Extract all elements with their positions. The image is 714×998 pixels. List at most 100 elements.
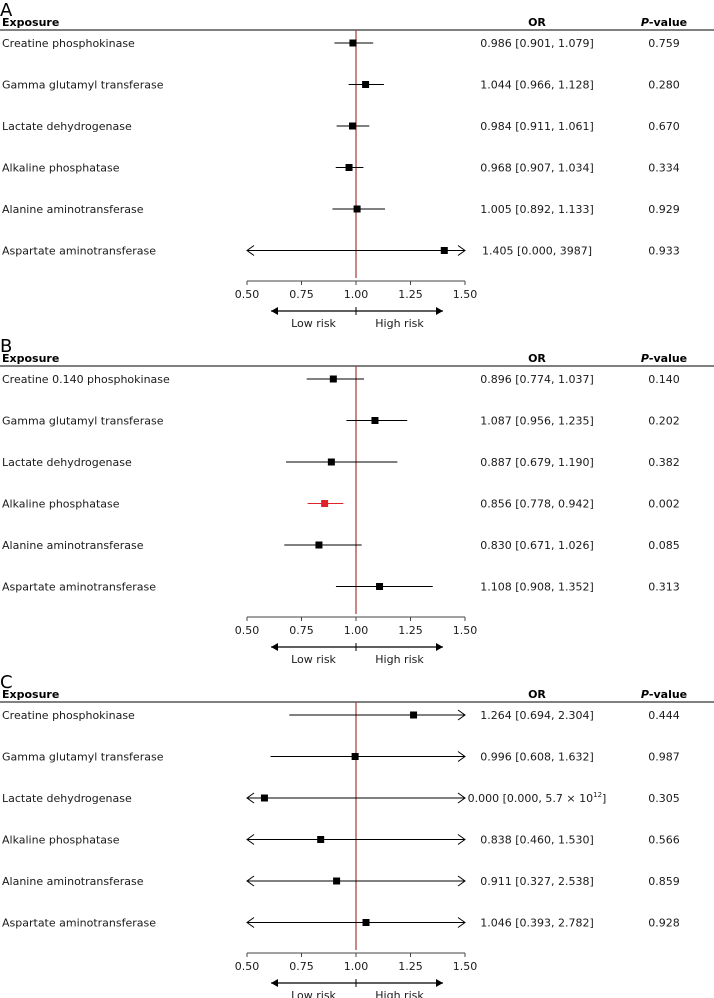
low-risk-label: Low risk — [291, 989, 336, 998]
panel-label: A — [0, 0, 13, 21]
or-text: 0.968 [0.907, 1.034] — [480, 162, 594, 175]
or-text: 1.044 [0.966, 1.128] — [480, 79, 594, 92]
point-estimate — [329, 375, 337, 383]
exposure-label: Creatine phosphokinase — [2, 709, 135, 722]
ci-arrow-right — [457, 751, 466, 762]
or-value: 1.044 [0.966, 1.128] — [480, 79, 594, 92]
header-or: OR — [528, 16, 546, 29]
table-row: Creatine 0.140 phosphokinase 0.896 [0.774… — [2, 373, 680, 386]
point-estimate — [362, 81, 370, 88]
ci-arrow-left — [246, 792, 255, 804]
header-exposure: Exposure — [2, 688, 59, 701]
header-p-value: P-value — [641, 16, 687, 29]
or-value: 0.838 [0.460, 1.530] — [480, 834, 594, 847]
exposure-label: Gamma glutamyl transferase — [2, 415, 164, 428]
or-value: 0.996 [0.608, 1.632] — [480, 751, 594, 764]
header-p-italic: P — [641, 688, 649, 701]
ci-arrow-left — [246, 875, 255, 887]
or-value: 0.830 [0.671, 1.026] — [480, 539, 594, 552]
point-estimate — [410, 711, 418, 719]
exposure-label: Lactate dehydrogenase — [2, 120, 132, 133]
or-text: 0.984 [0.911, 1.061] — [480, 120, 594, 133]
ci-arrow-right — [457, 834, 466, 845]
table-row: Gamma glutamyl transferase 1.044 [0.966, … — [2, 79, 680, 92]
point-estimate — [349, 122, 357, 130]
header-p-italic: P — [641, 352, 649, 365]
x-tick-label: 1.25 — [398, 288, 423, 301]
or-text: 0.911 [0.327, 2.538] — [480, 875, 594, 888]
exposure-label: Alanine aminotransferase — [2, 875, 144, 888]
ci-arrow-right — [457, 709, 466, 721]
or-text: 0.986 [0.901, 1.079] — [480, 37, 594, 50]
or-text: 0.856 [0.778, 0.942] — [480, 498, 594, 511]
header-or: OR — [528, 352, 546, 365]
or-value: 0.986 [0.901, 1.079] — [480, 37, 594, 50]
or-value: 0.984 [0.911, 1.061] — [480, 120, 594, 133]
table-row: Aspartate aminotransferase 1.108 [0.908, … — [2, 581, 680, 594]
header-p-italic: P — [641, 16, 649, 29]
table-row: Lactate dehydrogenase 0.887 [0.679, 1.190… — [2, 456, 680, 469]
low-risk-label: Low risk — [291, 317, 336, 330]
ci-arrow-right — [457, 917, 466, 928]
point-estimate — [260, 794, 268, 802]
point-estimate — [333, 877, 341, 885]
table-row: Alanine aminotransferase 1.005 [0.892, 1.… — [2, 203, 680, 216]
p-value: 0.859 — [648, 875, 680, 888]
x-tick-label: 1.50 — [453, 960, 478, 973]
point-estimate — [353, 205, 361, 213]
x-tick-label: 1.00 — [344, 624, 369, 637]
exposure-label: Lactate dehydrogenase — [2, 456, 132, 469]
x-tick-label: 1.00 — [344, 960, 369, 973]
p-value: 0.382 — [648, 456, 680, 469]
p-value: 0.334 — [648, 162, 680, 175]
table-row: Alkaline phosphatase 0.968 [0.907, 1.034]… — [2, 162, 680, 175]
or-text: 0.887 [0.679, 1.190] — [480, 456, 594, 469]
x-tick-label: 1.25 — [398, 624, 423, 637]
point-estimate — [376, 583, 384, 590]
header-p-suffix: -value — [649, 16, 687, 29]
p-value: 0.002 — [648, 498, 680, 511]
ci-arrow-left — [246, 834, 255, 845]
table-row: Creatine phosphokinase 0.986 [0.901, 1.07… — [2, 37, 680, 50]
point-estimate — [321, 500, 329, 507]
or-exponent: 12 — [593, 791, 602, 799]
p-value: 0.444 — [648, 709, 680, 722]
ci-arrow-left — [246, 245, 255, 256]
x-tick-label: 1.25 — [398, 960, 423, 973]
x-tick-label: 0.50 — [235, 960, 260, 973]
exposure-label: Creatine 0.140 phosphokinase — [2, 373, 170, 386]
p-value: 0.305 — [648, 792, 680, 805]
exposure-label: Lactate dehydrogenase — [2, 792, 132, 805]
x-tick-label: 0.75 — [289, 288, 314, 301]
or-text: 1.264 [0.694, 2.304] — [480, 709, 594, 722]
header-p-suffix: -value — [649, 688, 687, 701]
high-risk-label: High risk — [375, 989, 424, 998]
exposure-label: Creatine phosphokinase — [2, 37, 135, 50]
direction-arrow-right — [436, 307, 443, 315]
header-p-value: P-value — [641, 352, 687, 365]
direction-arrow-left — [271, 307, 278, 315]
or-value: 1.087 [0.956, 1.235] — [480, 415, 594, 428]
exposure-label: Alanine aminotransferase — [2, 539, 144, 552]
exposure-label: Alkaline phosphatase — [2, 162, 120, 175]
direction-arrow-left — [271, 643, 278, 651]
table-row: Lactate dehydrogenase 0.000 [0.000, 5.7 ×… — [2, 791, 680, 805]
point-estimate — [440, 247, 448, 254]
direction-arrow-right — [436, 643, 443, 651]
high-risk-label: High risk — [375, 317, 424, 330]
point-estimate — [327, 458, 335, 466]
or-text: 0.896 [0.774, 1.037] — [480, 373, 594, 386]
point-estimate — [362, 919, 370, 926]
direction-arrow-left — [271, 979, 278, 987]
or-value: 1.405 [0.000, 3987] — [482, 245, 592, 258]
p-value: 0.202 — [648, 415, 680, 428]
or-text: 1.108 [0.908, 1.352] — [480, 581, 594, 594]
x-tick-label: 1.00 — [344, 288, 369, 301]
p-value: 0.085 — [648, 539, 680, 552]
table-row: Lactate dehydrogenase 0.984 [0.911, 1.061… — [2, 120, 680, 133]
p-value: 0.759 — [648, 37, 680, 50]
